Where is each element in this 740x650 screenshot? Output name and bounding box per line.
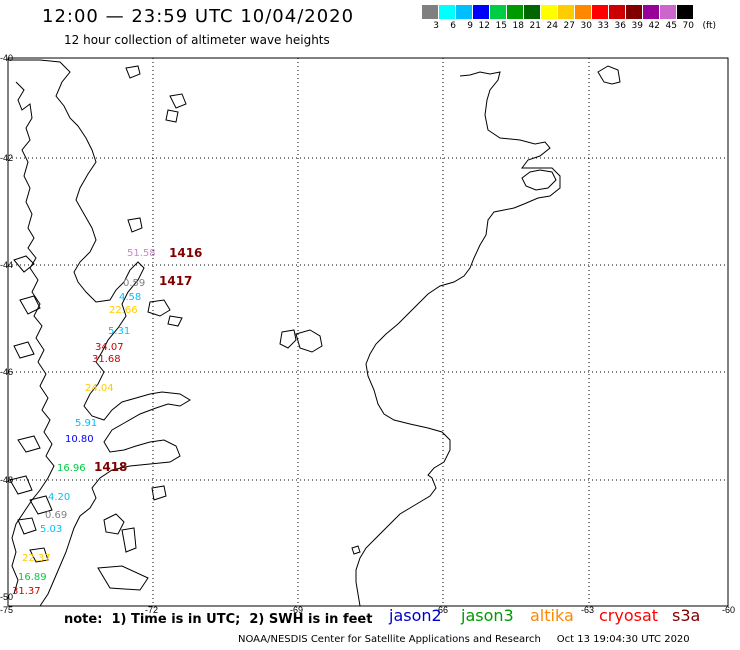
lat-label: -42	[0, 153, 13, 163]
wave-label: 5.31	[108, 326, 130, 337]
map-frame	[7, 57, 729, 607]
scale-swatch	[558, 5, 575, 19]
lat-label: -50	[0, 592, 13, 602]
wave-label: 5.03	[40, 524, 62, 535]
scale-label: 42	[648, 21, 660, 31]
axis-labels: -40 -42 -44 -46 -48 -50 -75 -72 -69 -66 …	[0, 53, 735, 615]
scale-label: 15	[495, 21, 507, 31]
scale-swatch	[626, 5, 643, 19]
legend-s3a: s3a	[672, 606, 701, 625]
pass-label: 1418	[94, 460, 127, 474]
scale-swatch	[473, 5, 490, 19]
scale-label: 3	[433, 21, 439, 31]
lon-label: -66	[435, 605, 448, 615]
lon-label: -69	[290, 605, 303, 615]
map-title: 12:00 — 23:59 UTC 10/04/2020	[42, 6, 355, 27]
coastline-chile	[8, 59, 191, 607]
wave-label: 0.69	[45, 510, 67, 521]
lon-label: -60	[722, 605, 735, 615]
scale-label: 18	[512, 21, 524, 31]
scale-label: 9	[467, 21, 473, 31]
scale-label: 36	[614, 21, 626, 31]
chile-outer-coast	[11, 81, 55, 595]
wave-label: 16.89	[18, 572, 47, 583]
scale-swatch	[490, 5, 507, 19]
wave-label: 31.37	[12, 586, 41, 597]
wave-label: 4.20	[48, 492, 70, 503]
scale-swatch	[456, 5, 473, 19]
scale-label: 27	[563, 21, 575, 31]
scale-swatch	[439, 5, 456, 19]
scale-swatch	[643, 5, 660, 19]
wave-label: 31.68	[92, 354, 121, 365]
scale-label: 45	[665, 21, 677, 31]
graticule	[8, 58, 728, 606]
lon-label: -75	[0, 605, 13, 615]
scale-swatch	[575, 5, 592, 19]
lat-label: -40	[0, 53, 13, 63]
pass-label: 1417	[159, 274, 192, 288]
coastline-valdes	[521, 169, 557, 191]
scale-swatch	[660, 5, 677, 19]
scale-label: 6	[450, 21, 456, 31]
wave-label: 16.96	[57, 463, 86, 474]
wave-label: 22.37	[22, 553, 51, 564]
footer-credit: NOAA/NESDIS Center for Satellite Applica…	[238, 634, 690, 645]
lat-label: -46	[0, 367, 13, 377]
wave-label: 10.80	[65, 434, 94, 445]
scale-label: 33	[597, 21, 609, 31]
lon-label: -63	[581, 605, 594, 615]
wave-label: 24.04	[85, 383, 114, 394]
chile-islands	[9, 65, 187, 591]
lat-label: -44	[0, 260, 13, 270]
color-scale-labels: 3 6 9 12 15 18 21 24 27 30 33 36 39 42 45 70 (ft)	[422, 21, 716, 31]
note-text: note: 1) Time is in UTC; 2) SWH is in fe…	[64, 612, 373, 627]
falkland-islands	[279, 329, 323, 353]
scale-swatch	[609, 5, 626, 19]
coastline-tierra	[597, 65, 621, 85]
scale-label: 30	[580, 21, 592, 31]
color-scale-swatches	[422, 5, 716, 19]
wave-label: 5.91	[75, 418, 97, 429]
wave-height-labels: 51.58 0.59 4.58 22.66 5.31 34.07 31.68 2…	[12, 248, 156, 597]
small-island	[351, 545, 361, 555]
scale-swatch	[507, 5, 524, 19]
scale-unit: (ft)	[702, 21, 716, 31]
wave-label: 22.66	[109, 305, 138, 316]
scale-swatch	[541, 5, 558, 19]
scale-swatch	[592, 5, 609, 19]
scale-label: 21	[529, 21, 541, 31]
map-subtitle: 12 hour collection of altimeter wave hei…	[64, 33, 330, 47]
legend-altika: altika	[530, 606, 574, 625]
scale-label: 70	[682, 21, 694, 31]
color-scale-legend: 3 6 9 12 15 18 21 24 27 30 33 36 39 42 45 70 (ft)	[422, 5, 716, 31]
scale-label: 12	[478, 21, 490, 31]
legend-cryosat: cryosat	[599, 606, 659, 625]
pass-label: 1416	[169, 246, 202, 260]
scale-label: 24	[546, 21, 558, 31]
lon-label: -72	[145, 605, 158, 615]
wave-label: 4.58	[119, 292, 141, 303]
lat-label: -48	[0, 475, 13, 485]
pass-labels: 1416 1417 1418	[94, 246, 202, 474]
wave-label: 0.59	[123, 278, 145, 289]
legend-jason2: jason2	[389, 606, 442, 625]
scale-swatch	[524, 5, 541, 19]
coastline-argentina	[355, 71, 561, 607]
scale-swatch	[422, 5, 439, 19]
scale-swatch	[677, 5, 694, 19]
wave-label: 34.07	[95, 342, 124, 353]
wave-label: 51.58	[127, 248, 156, 259]
scale-label: 39	[631, 21, 643, 31]
legend-jason3: jason3	[461, 606, 514, 625]
